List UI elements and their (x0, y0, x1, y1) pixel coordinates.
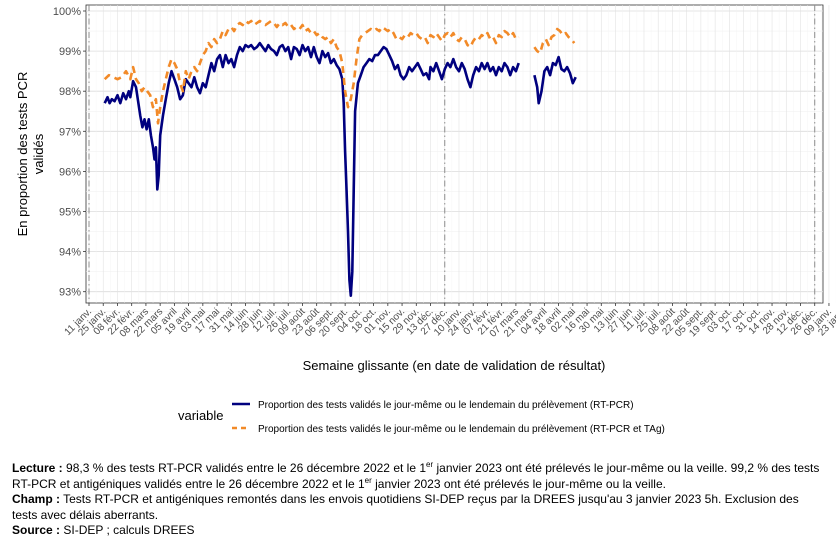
lecture-text-2: janvier 2023 ont été prélevés le jour-mê… (12, 461, 820, 491)
y-tick-label: 96% (59, 166, 81, 178)
y-axis-title-line2: validés (31, 133, 46, 174)
champ-note: Champ : Tests RT-PCR et antigéniques rem… (12, 492, 827, 523)
series-rtpcr-tag-line (103, 19, 520, 125)
legend-title: variable (178, 408, 224, 423)
reference-lines (88, 5, 816, 303)
series-rtpcr-tag-line-after-gap (533, 27, 576, 55)
lecture-text-1: 98,3 % des tests RT-PCR validés entre le… (66, 461, 427, 475)
x-axis-ticks: 11 janv.25 janv.08 févr.22 févr.08 mars2… (63, 303, 836, 340)
y-tick-label: 97% (59, 126, 81, 138)
y-axis-title-line1: En proportion des tests PCR (15, 72, 30, 237)
x-axis-title: Semaine glissante (en date de validation… (303, 358, 606, 373)
series-rtpcr-line-after-gap (533, 55, 577, 105)
series-lines (103, 19, 577, 297)
source-note: Source : SI-DEP ; calculs DREES (12, 523, 827, 539)
y-tick-label: 98% (59, 86, 81, 98)
source-label: Source : (12, 523, 61, 537)
lecture-note: Lecture : 98,3 % des tests RT-PCR validé… (12, 461, 827, 492)
lecture-label: Lecture : (12, 461, 63, 475)
legend-label-rtpcr: Proportion des tests validés le jour-mêm… (258, 400, 634, 411)
y-tick-label: 93% (59, 287, 81, 299)
champ-label: Champ : (12, 492, 60, 506)
y-tick-label: 99% (59, 46, 81, 58)
source-text: SI-DEP ; calculs DREES (63, 523, 195, 537)
y-axis-ticks: 93% 94% 95% 96% 97% 98% 99% 100% (53, 6, 86, 299)
series-rtpcr-line (103, 41, 520, 297)
lecture-sup-2: er (364, 475, 372, 485)
y-tick-label: 95% (59, 207, 81, 219)
champ-text: Tests RT-PCR et antigéniques remontés da… (12, 492, 799, 522)
y-tick-label: 100% (53, 6, 81, 18)
legend-label-rtpcr-tag: Proportion des tests validés le jour-mêm… (258, 424, 665, 435)
y-tick-label: 94% (59, 247, 81, 259)
plot-panel (85, 4, 824, 304)
grid-lines (86, 5, 836, 312)
lecture-sup-1: er (426, 460, 434, 469)
legend: variable Proportion des tests validés le… (178, 400, 665, 435)
line-chart: 93% 94% 95% 96% 97% 98% 99% 100% 11 janv.25 jan… (15, 4, 836, 435)
lecture-text-3: janvier 2023 ont été prélevés le jour-mê… (375, 476, 666, 491)
chart-notes: Lecture : 98,3 % des tests RT-PCR validé… (12, 461, 827, 539)
